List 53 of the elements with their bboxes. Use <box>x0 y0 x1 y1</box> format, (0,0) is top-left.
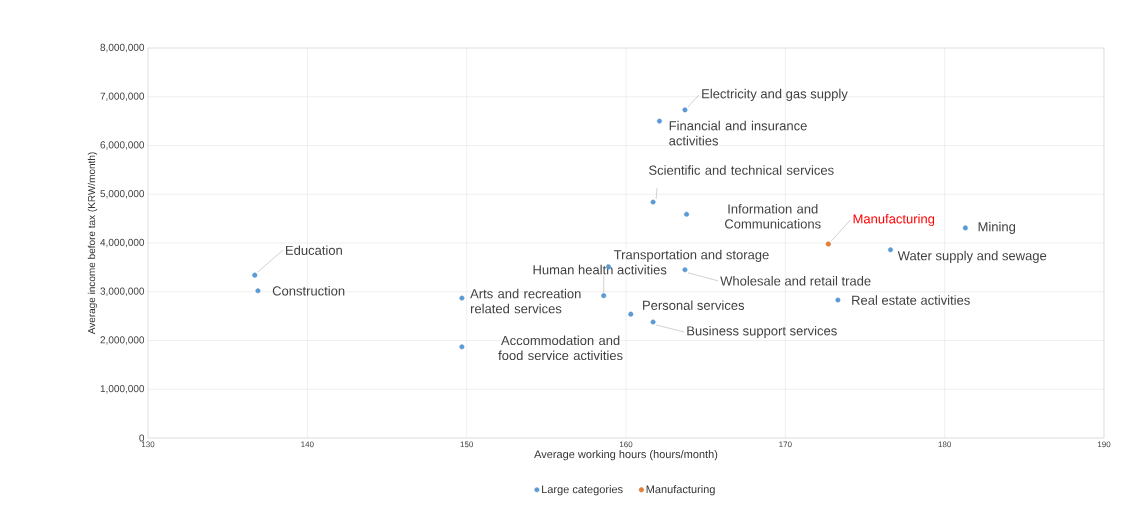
y-tick-label: 1,000,000 <box>100 385 145 394</box>
y-tick-label: 0 <box>139 434 145 442</box>
annotation: Education <box>286 245 342 255</box>
point <box>656 118 662 124</box>
point <box>682 107 688 113</box>
annotation: Electricity and gas supply <box>702 88 848 101</box>
x-tick-label: 180 <box>938 441 952 448</box>
annotation: Manufacturing <box>853 213 935 227</box>
annotation: Scientific and technical services <box>649 165 834 175</box>
y-tick-label: 4,000,000 <box>100 238 145 248</box>
annotation: Wholesale and retail trade <box>720 276 871 286</box>
annotation: Mining <box>978 221 1016 234</box>
point <box>650 319 656 325</box>
point <box>887 247 893 253</box>
point <box>255 288 261 294</box>
legend-label: Manufacturing <box>646 485 715 496</box>
annotation: Human health activities <box>533 264 667 275</box>
point <box>682 267 688 273</box>
y-tick-label: 5,000,000 <box>100 190 145 199</box>
point <box>459 295 465 301</box>
annotation: Accommodation and food service activities <box>498 335 623 361</box>
y-axis-title: Average income before tax (KRW/month) <box>87 152 98 335</box>
point <box>684 211 690 217</box>
y-tick-label: 2,000,000 <box>100 336 145 345</box>
y-tick-label: 3,000,000 <box>100 287 145 296</box>
annotation: Arts and recreation related services <box>470 288 581 314</box>
point <box>459 344 465 350</box>
y-tick-label: 7,000,000 <box>100 92 145 101</box>
annotation: Information and Communications <box>725 203 821 229</box>
annotation: Personal services <box>643 300 745 310</box>
point <box>628 311 634 317</box>
x-tick-label: 130 <box>141 441 155 448</box>
x-tick-label: 150 <box>460 441 474 448</box>
y-tick-label: 6,000,000 <box>100 141 145 150</box>
point <box>835 297 841 303</box>
annotation: Transportation and storage <box>613 249 769 262</box>
x-tick-label: 170 <box>779 441 792 448</box>
annotation: Financial and insurance activities <box>669 120 807 146</box>
annotation: Water supply and sewage <box>897 250 1047 263</box>
point <box>650 199 656 205</box>
point <box>962 225 968 231</box>
annotation: Real estate activities <box>852 295 970 305</box>
legend-label: Large categories <box>542 485 623 496</box>
point <box>601 293 607 299</box>
point <box>252 272 258 278</box>
x-tick-label: 140 <box>301 441 314 448</box>
point <box>825 241 831 247</box>
annotation: Construction <box>272 285 345 296</box>
y-tick-label: 8,000,000 <box>100 43 145 53</box>
x-axis-title: Average working hours (hours/month) <box>534 450 718 461</box>
x-tick-label: 190 <box>1097 441 1111 448</box>
annotation: Business support services <box>687 325 837 339</box>
x-tick-label: 160 <box>619 441 633 448</box>
